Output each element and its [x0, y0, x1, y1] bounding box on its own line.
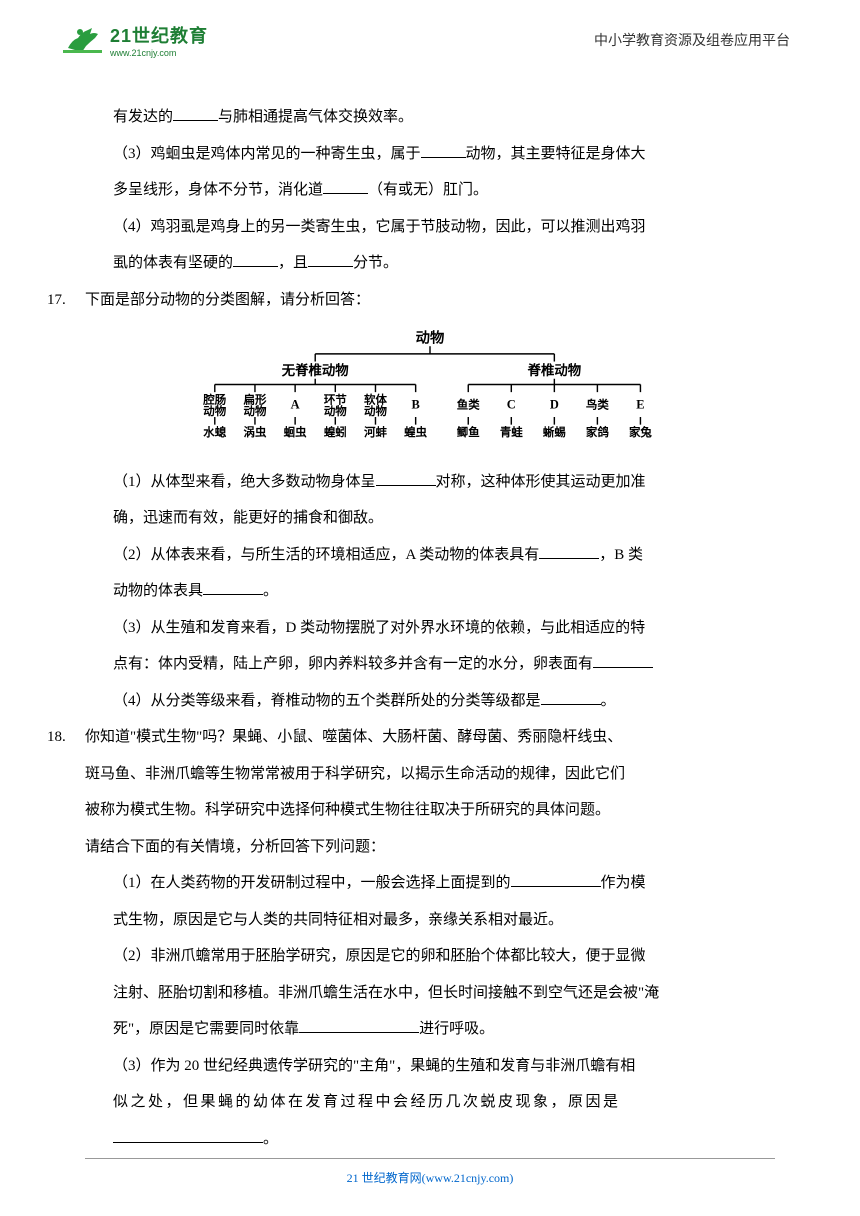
q18-intro-a: 你知道"模式生物"吗？果蝇、小鼠、噬菌体、大肠杆菌、酵母菌、秀丽隐杆线虫、	[85, 729, 622, 745]
q18-3c: 。	[85, 1122, 775, 1157]
svg-text:E: E	[636, 397, 644, 411]
svg-text:A: A	[291, 397, 300, 411]
q18-intro-c: 被称为模式生物。科学研究中选择何种模式生物往往取决于所研究的具体问题。	[85, 793, 775, 828]
classification-diagram: 动物 无脊椎动物 脊椎动物 腔肠 动物	[180, 329, 680, 453]
q18-intro-b: 斑马鱼、非洲爪蟾等生物常常被用于科学研究，以揭示生命活动的规律，因此它们	[85, 757, 775, 792]
blank	[113, 1125, 263, 1143]
svg-text:蝗蚓: 蝗蚓	[324, 425, 347, 439]
q17: 17. 下面是部分动物的分类图解，请分析回答：	[85, 283, 775, 318]
svg-text:家兔: 家兔	[629, 425, 652, 439]
svg-text:鱼类: 鱼类	[457, 397, 480, 411]
q17-2a: （2）从体表来看，与所生活的环境相适应，A 类动物的体表具有，B 类	[85, 538, 775, 573]
footer-text: 21 世纪教育网(www.21cnjy.com)	[347, 1171, 514, 1185]
svg-text:鸟类: 鸟类	[586, 397, 609, 411]
header-title: 中小学教育资源及组卷应用平台	[594, 30, 790, 50]
q18-3a: （3）作为 20 世纪经典遗传学研究的"主角"，果蝇的生殖和发育与非洲爪蟾有相	[85, 1049, 775, 1084]
blank	[308, 249, 353, 267]
logo: 21世纪教育 www.21cnjy.com	[60, 20, 208, 60]
svg-text:水螅: 水螅	[203, 425, 226, 439]
svg-text:蝗虫: 蝗虫	[404, 425, 427, 439]
svg-text:河蚌: 河蚌	[364, 425, 387, 439]
logo-brand: 21世纪教育	[110, 22, 208, 48]
blank	[539, 541, 599, 559]
blank	[421, 140, 466, 158]
content-area: 有发达的与肺相通提高气体交换效率。 （3）鸡蛔虫是鸡体内常见的一种寄生虫，属于动…	[0, 70, 860, 1156]
svg-text:环节: 环节	[324, 393, 347, 407]
q18-2a: （2）非洲爪蟾常用于胚胎学研究，原因是它的卵和胚胎个体都比较大，便于显微	[85, 939, 775, 974]
q17-number: 17.	[47, 283, 66, 318]
blank	[203, 577, 263, 595]
svg-text:无脊椎动物: 无脊椎动物	[281, 362, 349, 378]
q17-3b: 点有：体内受精，陆上产卵，卵内养料较多并含有一定的水分，卵表面有	[85, 647, 775, 682]
svg-text:C: C	[507, 397, 516, 411]
svg-text:腔肠: 腔肠	[202, 393, 226, 407]
q16-3b: 多呈线形，身体不分节，消化道（有或无）肛门。	[85, 173, 775, 208]
blank	[511, 869, 601, 887]
svg-text:蜥蜴: 蜥蜴	[543, 425, 566, 439]
tree-svg: 动物 无脊椎动物 脊椎动物 腔肠 动物	[180, 329, 680, 439]
blank	[593, 650, 653, 668]
q17-2b: 动物的体表具。	[85, 574, 775, 609]
q17-1b: 确，迅速而有效，能更好的捕食和御敌。	[85, 501, 775, 536]
tree-root: 动物	[416, 329, 445, 346]
blank	[541, 687, 601, 705]
q16-4a: （4）鸡羽虱是鸡身上的另一类寄生虫，它属于节肢动物，因此，可以推测出鸡羽	[85, 210, 775, 245]
q17-3a: （3）从生殖和发育来看，D 类动物摆脱了对外界水环境的依赖，与此相适应的特	[85, 611, 775, 646]
svg-text:动物: 动物	[324, 404, 347, 418]
svg-text:扁形: 扁形	[243, 393, 266, 407]
q18-3b: 似之处，但果蝇的幼体在发育过程中会经历几次蜕皮现象，原因是	[85, 1085, 775, 1120]
svg-text:鲫鱼: 鲫鱼	[457, 425, 480, 439]
svg-text:D: D	[550, 397, 559, 411]
blank	[173, 103, 218, 121]
svg-text:蛔虫: 蛔虫	[284, 425, 307, 439]
blank	[376, 468, 436, 486]
svg-text:B: B	[412, 397, 420, 411]
q17-1a: （1）从体型来看，绝大多数动物身体呈对称，这种体形使其运动更加准	[85, 465, 775, 500]
blank	[299, 1015, 419, 1033]
blank	[323, 176, 368, 194]
logo-url: www.21cnjy.com	[110, 48, 208, 58]
q18-1a: （1）在人类药物的开发研制过程中，一般会选择上面提到的作为模	[85, 866, 775, 901]
q17-4: （4）从分类等级来看，脊椎动物的五个类群所处的分类等级都是。	[85, 684, 775, 719]
q18-2b: 注射、胚胎切割和移植。非洲爪蟾生活在水中，但长时间接触不到空气还是会被"淹	[85, 976, 775, 1011]
svg-text:家鸽: 家鸽	[586, 425, 609, 439]
svg-text:动物: 动物	[243, 404, 266, 418]
q16-line1: 有发达的与肺相通提高气体交换效率。	[85, 100, 775, 135]
svg-text:青蛙: 青蛙	[500, 425, 523, 439]
svg-text:脊椎动物: 脊椎动物	[527, 362, 582, 378]
logo-text: 21世纪教育 www.21cnjy.com	[110, 22, 208, 58]
svg-text:动物: 动物	[364, 404, 387, 418]
page-footer: 21 世纪教育网(www.21cnjy.com)	[85, 1158, 775, 1186]
q18-intro-d: 请结合下面的有关情境，分析回答下列问题：	[85, 830, 775, 865]
blank	[233, 249, 278, 267]
q18-number: 18.	[47, 720, 66, 755]
svg-text:动物: 动物	[203, 404, 226, 418]
svg-text:涡虫: 涡虫	[243, 425, 266, 439]
q18: 18. 你知道"模式生物"吗？果蝇、小鼠、噬菌体、大肠杆菌、酵母菌、秀丽隐杆线虫…	[85, 720, 775, 755]
q18-2c: 死"，原因是它需要同时依靠进行呼吸。	[85, 1012, 775, 1047]
q16-4b: 虱的体表有坚硬的，且分节。	[85, 246, 775, 281]
logo-icon	[60, 20, 105, 60]
q18-1b: 式生物，原因是它与人类的共同特征相对最多，亲缘关系相对最近。	[85, 903, 775, 938]
q16-3a: （3）鸡蛔虫是鸡体内常见的一种寄生虫，属于动物，其主要特征是身体大	[85, 137, 775, 172]
q17-intro: 下面是部分动物的分类图解，请分析回答：	[85, 292, 370, 308]
svg-text:软体: 软体	[364, 393, 387, 407]
page-header: 21世纪教育 www.21cnjy.com 中小学教育资源及组卷应用平台	[0, 0, 860, 70]
